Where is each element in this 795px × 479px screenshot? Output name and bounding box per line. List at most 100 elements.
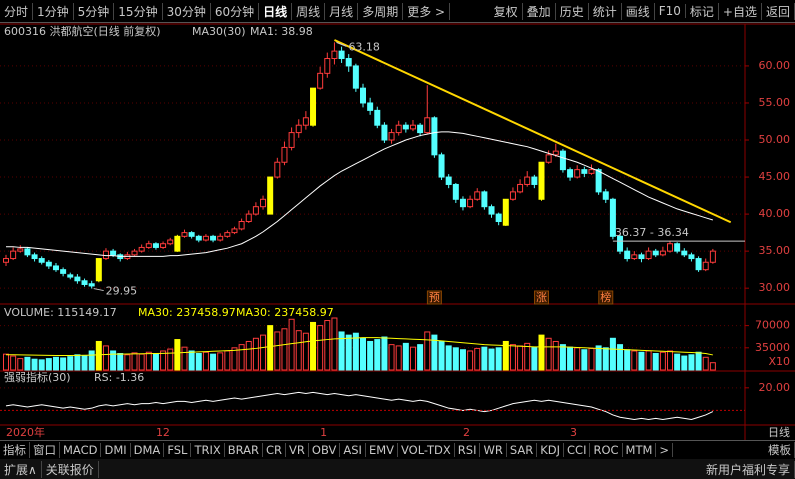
indicator-tab[interactable]: ROC [590,443,623,457]
period-button[interactable]: 5分钟 [74,2,115,20]
indicator-label: MA1: 38.98 [250,25,313,38]
volume-bar [702,356,709,371]
period-button[interactable]: 30分钟 [163,2,211,20]
volume-bar [395,345,402,371]
volume-bar [581,349,588,371]
x-tick-label: 2 [463,426,470,439]
tool-button[interactable]: 叠加 [523,2,556,20]
volume-bar [145,351,152,371]
toolbar: 分时 1分钟 5分钟 15分钟 30分钟 60分钟 日线 周线 月线 多周期 更多 > 复权 叠加 历史统… [0,0,795,23]
tool-button[interactable]: F10 [655,4,686,18]
indicator-tab[interactable]: SAR [507,443,538,457]
volume-bar [467,350,474,371]
footer-button[interactable]: 关联报价 [42,460,99,478]
volume-bar [538,334,545,371]
indicator-tab[interactable]: DMI [101,443,131,457]
candle-body [388,132,395,141]
period-button[interactable]: 60分钟 [211,2,260,20]
indicator-tab[interactable]: OBV [309,443,341,457]
candle-body [417,124,424,134]
indicator-tab[interactable]: KDJ [537,443,565,457]
period-button[interactable]: 15分钟 [114,2,163,20]
period-button[interactable]: 1分钟 [33,2,74,20]
candle-body [3,258,9,263]
indicator-tab[interactable]: > [656,443,674,457]
indicator-tab[interactable]: EMV [366,443,398,457]
volume-bar [52,356,59,371]
indicator-tab[interactable]: MTM [623,443,657,457]
volume-bar [217,352,224,371]
indicator-tab[interactable]: WR [480,443,507,457]
volume-bar [124,354,131,371]
candle-body [567,169,574,178]
period-button[interactable]: 分时 [0,2,34,20]
candle-body [545,154,552,163]
indicator-tab[interactable]: CR [263,443,287,457]
indicator-tab[interactable]: VOL-TDX [398,443,455,457]
volume-bar [38,359,45,371]
candle-body [24,248,31,256]
tool-button[interactable]: 复权 [490,2,523,20]
candle-body [238,221,245,230]
indicator-tab[interactable]: TRIX [191,443,225,457]
volume-bar [645,350,652,371]
volume-bar [238,344,245,371]
indicator-tab[interactable]: VR [286,443,309,457]
tool-button[interactable]: 画线 [622,2,655,20]
volume-bar [167,348,174,371]
tool-button[interactable]: 历史 [556,2,589,20]
candle-body [474,191,481,200]
promo-link[interactable]: 新用户福利专享 [702,460,795,478]
candle-body [52,265,59,271]
tool-button[interactable]: 统计 [589,2,622,20]
volume-bar [431,334,438,371]
indicator-tab[interactable]: BRAR [225,443,264,457]
volume-bar [102,345,109,371]
volume-bar [681,355,688,371]
volume-bar [688,354,695,371]
period-button[interactable]: 月线 [325,2,359,20]
period-button[interactable]: 多周期 [358,2,404,20]
indicator-tab[interactable]: ASI [340,443,366,457]
candle-body [17,248,24,252]
tool-button[interactable]: 标记 [686,2,719,20]
volume-bar [60,357,67,371]
period-button[interactable]: 日线 [259,2,293,20]
rs-line [5,391,714,420]
indicator-tab[interactable]: FSL [164,443,192,457]
volume-bar [24,356,31,371]
candle-body [602,191,609,200]
volume-bar [517,345,524,371]
price-line-label: 36.37 - 36.34 [615,226,689,239]
indicator-tab[interactable]: 窗口 [30,442,60,458]
indicator-tab[interactable]: 指标 [0,442,30,458]
candle-body [488,206,495,215]
volume-bar [131,352,138,371]
candle-body [210,235,217,241]
candle-body [409,124,416,130]
indicator-tab[interactable]: RSI [455,443,481,457]
candle-body [360,87,366,104]
candle-body [295,124,302,134]
period-button[interactable]: 周线 [292,2,326,20]
tool-button[interactable]: 返回 [762,2,795,20]
x-tick-label: 3 [570,426,577,439]
volume-bar [317,325,324,371]
candle-body [631,254,638,260]
volume-bar [81,355,88,371]
template-button[interactable]: 模板 [765,442,795,458]
candle-body [509,191,516,200]
volume-bar [595,345,602,371]
period-button[interactable]: 更多 > [403,2,451,20]
tool-button[interactable]: +自选 [719,2,762,20]
indicator-tab[interactable]: DMA [131,443,165,457]
event-marker-bg [598,290,614,305]
candle-body [145,243,152,248]
footer-button[interactable]: 扩展∧ [0,460,42,478]
indicator-tab[interactable]: CCI [564,443,591,457]
candle-body [131,250,138,256]
indicator-tab[interactable]: MACD [60,443,102,457]
y-tick-label: 60.00 [759,59,791,72]
